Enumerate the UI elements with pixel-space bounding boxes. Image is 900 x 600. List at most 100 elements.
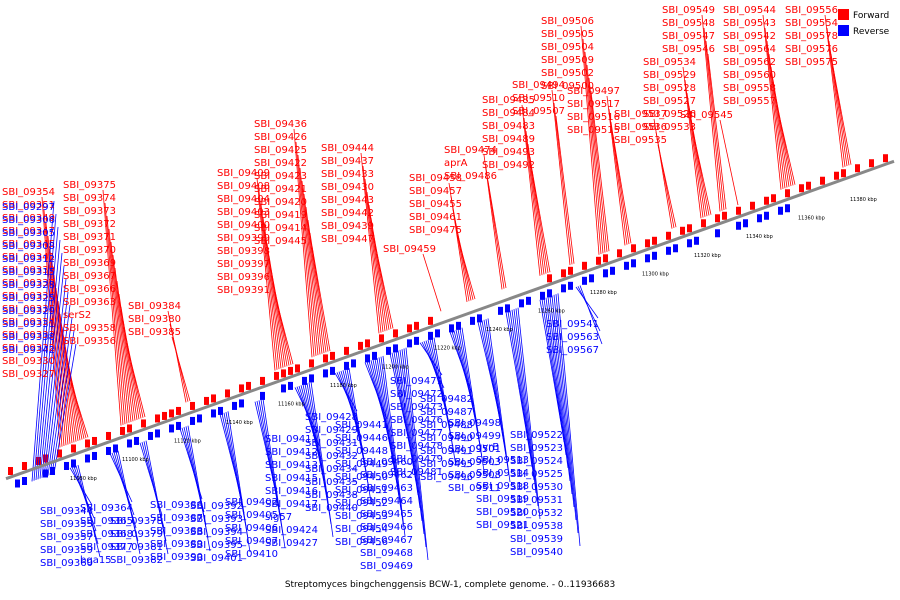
reverse-gene-mark xyxy=(148,431,153,440)
forward-gene-mark xyxy=(834,171,839,180)
forward-leader-line xyxy=(826,27,846,167)
reverse-leader-line xyxy=(145,440,169,555)
forward-gene-mark xyxy=(414,321,419,330)
reverse-gene-mark xyxy=(477,314,482,323)
forward-gene-label: SBI_09426 xyxy=(254,132,307,143)
reverse-gene-label: SBI_09338 xyxy=(2,332,55,343)
reverse-gene-mark xyxy=(71,459,76,468)
forward-leader-line xyxy=(301,180,321,355)
forward-leader-line xyxy=(110,241,130,423)
reverse-gene-mark xyxy=(260,391,265,400)
forward-leader-line xyxy=(521,104,541,276)
forward-gene-mark xyxy=(323,354,328,363)
reverse-gene-mark xyxy=(428,331,433,340)
reverse-leader-line xyxy=(555,294,579,534)
reverse-gene-label: SBI_09364 xyxy=(80,503,133,514)
forward-gene-label: SBI_09578 xyxy=(785,31,838,42)
forward-gene-label: SBI_09430 xyxy=(321,182,374,193)
forward-leader-line xyxy=(584,51,604,254)
tick-label: 11160 kbp xyxy=(278,401,305,407)
reverse-gene-labels: SBI_09297SBI_09306SBI_09305SBI_09308SBI_… xyxy=(2,202,599,572)
forward-gene-label: SBI_09458 xyxy=(409,173,462,184)
reverse-gene-label: SBI_09524 xyxy=(510,456,563,467)
forward-gene-mark xyxy=(176,406,181,415)
forward-gene-mark xyxy=(561,269,566,278)
forward-gene-label: SBI_09554 xyxy=(785,18,838,29)
forward-gene-label: SBI_09391 xyxy=(217,285,270,296)
reverse-gene-mark xyxy=(127,439,132,448)
reverse-gene-label: SBI_09412 xyxy=(265,447,318,458)
forward-gene-mark xyxy=(274,371,279,380)
reverse-gene-label: SBI_09473 xyxy=(390,402,443,413)
forward-leader-line xyxy=(43,209,63,447)
reverse-gene-label: SBI_09476 xyxy=(390,415,443,426)
reverse-gene-label: SBI_09359 xyxy=(40,545,93,556)
reverse-gene-label: SBI_09440 xyxy=(305,503,358,514)
reverse-gene-label: SBI_09460 xyxy=(360,457,413,468)
forward-gene-label: SBI_09347 xyxy=(2,226,55,237)
forward-gene-label: SBI_09336 xyxy=(2,291,55,302)
reverse-gene-mark xyxy=(155,429,160,438)
reverse-gene-mark xyxy=(582,276,587,285)
forward-gene-mark xyxy=(92,436,97,445)
reverse-gene-label: SBI_09416 xyxy=(265,486,318,497)
forward-gene-label: SBI_09369 xyxy=(63,258,116,269)
legend: Forward Reverse xyxy=(838,9,890,37)
reverse-leader-line xyxy=(348,368,372,503)
reverse-gene-label: SBI_09379 xyxy=(110,529,163,540)
reverse-gene-mark xyxy=(610,266,615,275)
forward-gene-label: SBI_09380 xyxy=(128,314,181,325)
reverse-gene-label: SBI_09417 xyxy=(265,499,318,510)
forward-gene-mark xyxy=(547,274,552,283)
forward-gene-mark xyxy=(204,396,209,405)
forward-gene-label: SBI_09372 xyxy=(63,219,116,230)
forward-gene-label: SBI_09536 xyxy=(614,122,667,133)
reverse-gene-label: SBI_09477 xyxy=(390,428,443,439)
forward-gene-mark xyxy=(106,431,111,440)
forward-gene-label: SBI_09535 xyxy=(614,135,667,146)
reverse-gene-label: bga15 xyxy=(80,555,112,566)
forward-gene-label: SBI_09474 xyxy=(444,145,497,156)
forward-gene-mark xyxy=(162,411,167,420)
forward-gene-mark xyxy=(22,461,27,470)
reverse-leader-line xyxy=(405,347,429,561)
reverse-gene-label: SBI_09451 xyxy=(335,485,388,496)
tick-label: 11320 kbp xyxy=(694,253,721,259)
reverse-gene-label: SBI_09522 xyxy=(510,430,563,441)
forward-leader-line xyxy=(264,229,284,368)
tick-label: 11300 kbp xyxy=(642,271,669,277)
forward-leader-line xyxy=(303,193,323,354)
reverse-gene-label: SBI_09306 xyxy=(2,215,55,226)
forward-leader-line xyxy=(260,203,280,370)
reverse-gene-label: SBI_09495 xyxy=(420,459,473,470)
forward-gene-label: SBI_09504 xyxy=(541,42,594,53)
forward-gene-label: SBI_09447 xyxy=(321,234,374,245)
reverse-gene-label: SBI_09429 xyxy=(305,425,358,436)
reverse-gene-mark xyxy=(666,246,671,255)
reverse-gene-label: SBI_09428 xyxy=(305,412,358,423)
forward-gene-label: SBI_09529 xyxy=(643,70,696,81)
forward-gene-label: SBI_09436 xyxy=(254,119,307,130)
forward-leader-line xyxy=(116,280,136,421)
reverse-gene-label: SBI_09329 xyxy=(2,306,55,317)
forward-gene-label: SBI_09506 xyxy=(541,16,594,27)
reverse-gene-mark xyxy=(330,366,335,375)
forward-leader-line xyxy=(682,66,702,219)
forward-leader-line xyxy=(108,228,128,424)
forward-leader-line xyxy=(766,40,786,189)
reverse-gene-mark xyxy=(393,344,398,353)
forward-gene-mark xyxy=(883,154,888,163)
reverse-gene-label: SBI_09456 xyxy=(335,537,388,548)
reverse-gene-label: SBI_09413 xyxy=(265,460,318,471)
reverse-gene-label: sig57 xyxy=(265,512,292,523)
forward-gene-marks xyxy=(8,154,888,475)
forward-leader-line xyxy=(274,294,294,365)
reverse-gene-label: SBI_09297 xyxy=(2,202,55,213)
forward-gene-label: SBI_09363 xyxy=(63,297,116,308)
forward-gene-label: SBI_09358 xyxy=(63,323,116,334)
forward-gene-label: SBI_09366 xyxy=(63,284,116,295)
reverse-gene-label: SBI_09490 xyxy=(420,433,473,444)
reverse-gene-mark xyxy=(386,346,391,355)
reverse-gene-label: SBI_09525 xyxy=(510,469,563,480)
reverse-leader-line xyxy=(517,307,541,520)
